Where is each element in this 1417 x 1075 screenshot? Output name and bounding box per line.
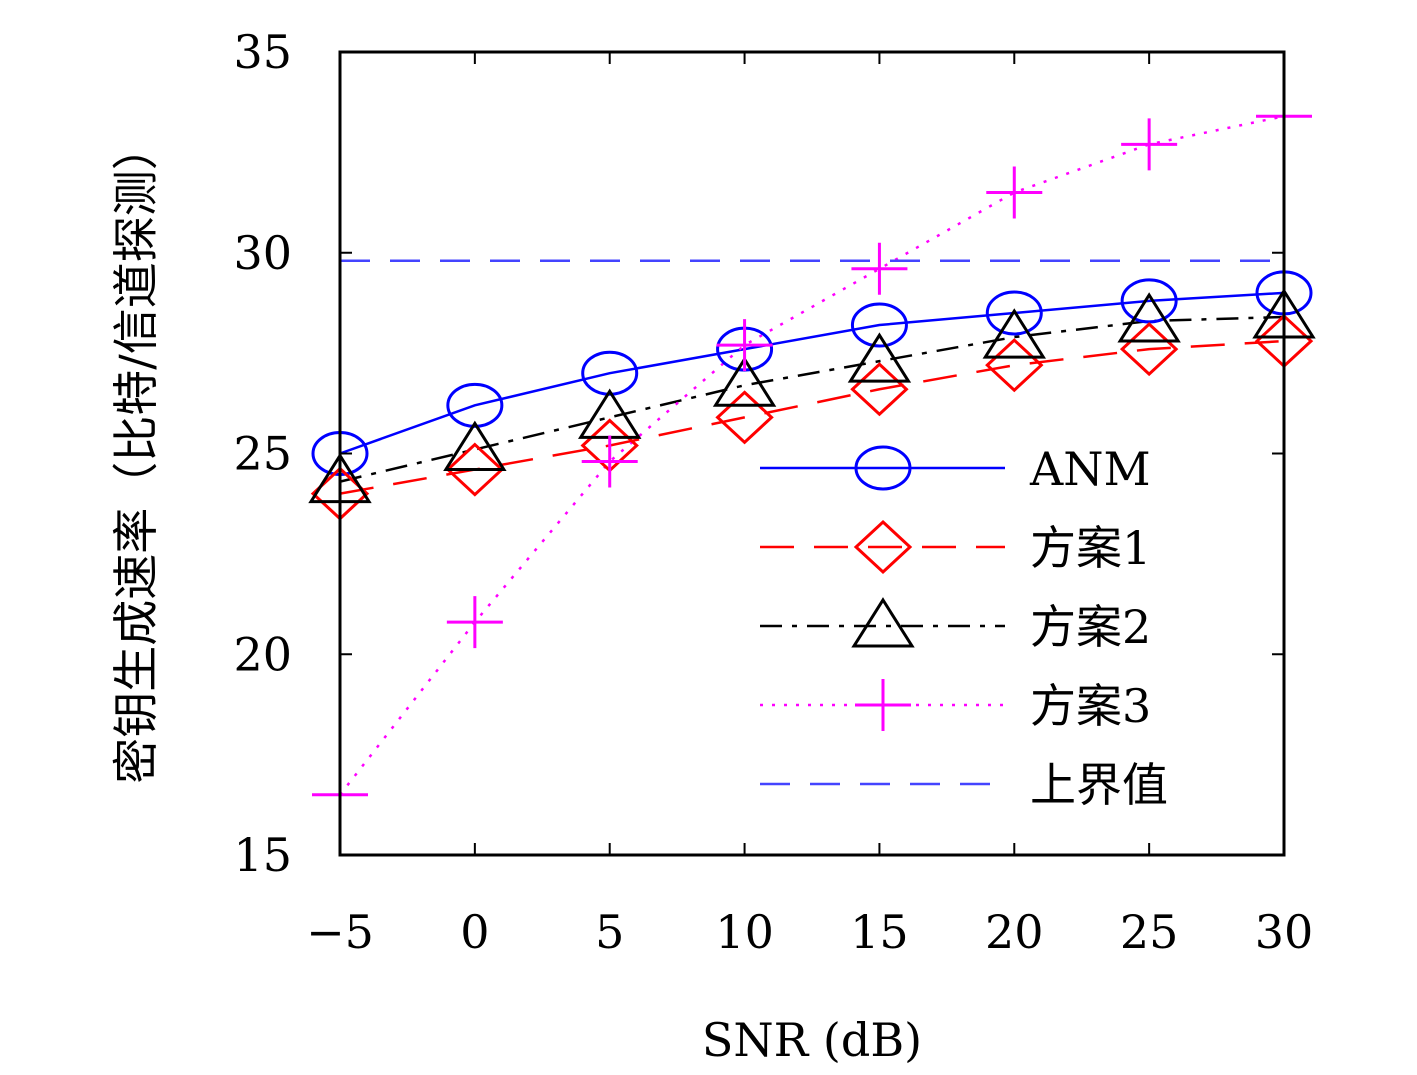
series-1-point [1120, 278, 1178, 324]
x-tick-label: −5 [306, 905, 374, 959]
series-3-point [847, 332, 912, 383]
series-1-point [581, 350, 639, 396]
series-2-point [985, 338, 1044, 393]
x-tick-label: 25 [1120, 905, 1179, 959]
legend-label-1: ANM [1029, 442, 1151, 496]
series-lines [339, 115, 1285, 796]
legend-marker-3 [851, 597, 915, 648]
series-3-point [577, 388, 642, 439]
legend: ANM 方案1 方案2 方案3 上界值 [760, 442, 1168, 812]
x-axis-title: SNR (dB) [702, 1013, 922, 1067]
y-tick-label: 35 [233, 25, 292, 79]
series-line-3 [339, 315, 1285, 483]
series-markers [308, 90, 1316, 821]
x-tick-label: 10 [715, 905, 774, 959]
y-tick-label: 15 [233, 828, 292, 882]
series-1-point [985, 290, 1043, 336]
legend-marker-4 [855, 679, 911, 731]
series-4-point [446, 596, 503, 649]
series-2-point [715, 390, 774, 445]
legend-label-3: 方案2 [1030, 600, 1151, 654]
axis-ticks: −5 0 5 10 15 20 25 30 15 20 25 30 35 [233, 25, 1313, 959]
x-tick-label: 0 [460, 905, 489, 959]
y-tick-label: 25 [233, 427, 292, 481]
x-tick-label: 30 [1255, 905, 1314, 959]
series-1-point [850, 302, 908, 348]
legend-label-4: 方案3 [1030, 679, 1151, 733]
series-line-1 [339, 291, 1285, 455]
legend-label-2: 方案1 [1030, 521, 1151, 575]
y-tick-label: 30 [233, 226, 292, 280]
series-4-point [986, 166, 1043, 219]
series-2-point [445, 442, 505, 497]
series-line-4 [339, 115, 1285, 796]
series-3-point [1117, 292, 1181, 343]
series-4-point [581, 435, 638, 488]
y-axis-title: 密钥生成速率（比特/信道探测） [109, 124, 163, 784]
series-3-point [982, 308, 1047, 359]
series-4-point [1121, 118, 1178, 171]
x-tick-label: 15 [850, 905, 909, 959]
series-4-point [851, 242, 908, 295]
series-3-point [712, 356, 777, 407]
y-tick-label: 20 [233, 627, 292, 681]
x-tick-label: 5 [595, 905, 624, 959]
series-4-point [716, 319, 773, 372]
series-1-point [446, 382, 504, 428]
legend-marker-1 [854, 445, 912, 491]
legend-label-5: 上界值 [1030, 758, 1168, 812]
x-tick-label: 20 [985, 905, 1044, 959]
legend-marker-2 [853, 519, 913, 575]
series-3-point [443, 420, 507, 471]
